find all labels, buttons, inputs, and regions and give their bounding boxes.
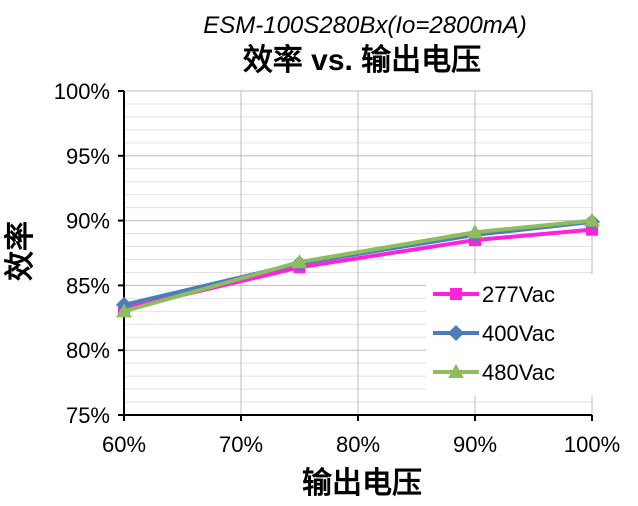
x-tick-label: 70% <box>219 432 263 457</box>
data-point <box>291 254 308 269</box>
x-tick-label: 80% <box>336 432 380 457</box>
y-tick-label: 75% <box>66 403 110 428</box>
x-axis-label: 输出电压 <box>302 467 422 500</box>
data-point <box>584 212 600 227</box>
legend-label: 480Vac <box>482 360 555 385</box>
legend-entry: 277Vac <box>433 282 555 307</box>
legend-label: 277Vac <box>482 282 555 307</box>
x-tick-label: 90% <box>453 432 497 457</box>
series-480Vac <box>116 212 600 318</box>
y-tick-labels: 75% 80% 85% 90% 95% 100% <box>54 79 110 428</box>
legend-label: 400Vac <box>482 321 555 346</box>
data-point <box>116 303 132 318</box>
legend-swatch-marker <box>448 364 464 378</box>
legend-entry: 400Vac <box>433 321 555 346</box>
y-tick-label: 95% <box>66 144 110 169</box>
series-group <box>116 212 600 318</box>
chart-subtitle: 效率 vs. 输出电压 <box>243 44 481 77</box>
x-tick-label: 100% <box>564 432 620 457</box>
y-axis-label: 效率 <box>4 221 37 281</box>
series-line <box>123 218 593 314</box>
legend-swatch-marker <box>450 288 462 300</box>
legend: 277Vac 400Vac 480Vac <box>426 274 596 396</box>
legend-entry: 480Vac <box>433 360 555 385</box>
y-tick-label: 85% <box>66 273 110 298</box>
y-tick-label: 100% <box>54 79 110 104</box>
x-tick-label: 60% <box>102 432 146 457</box>
y-tick-label: 80% <box>66 338 110 363</box>
x-tick-labels: 60% 70% 80% 90% 100% <box>102 432 620 457</box>
chart-title: ESM-100S280Bx(Io=2800mA) <box>203 12 527 39</box>
legend-swatch-marker <box>448 325 464 341</box>
data-point <box>467 224 483 239</box>
y-tick-label: 90% <box>66 209 110 234</box>
axes <box>118 90 593 421</box>
